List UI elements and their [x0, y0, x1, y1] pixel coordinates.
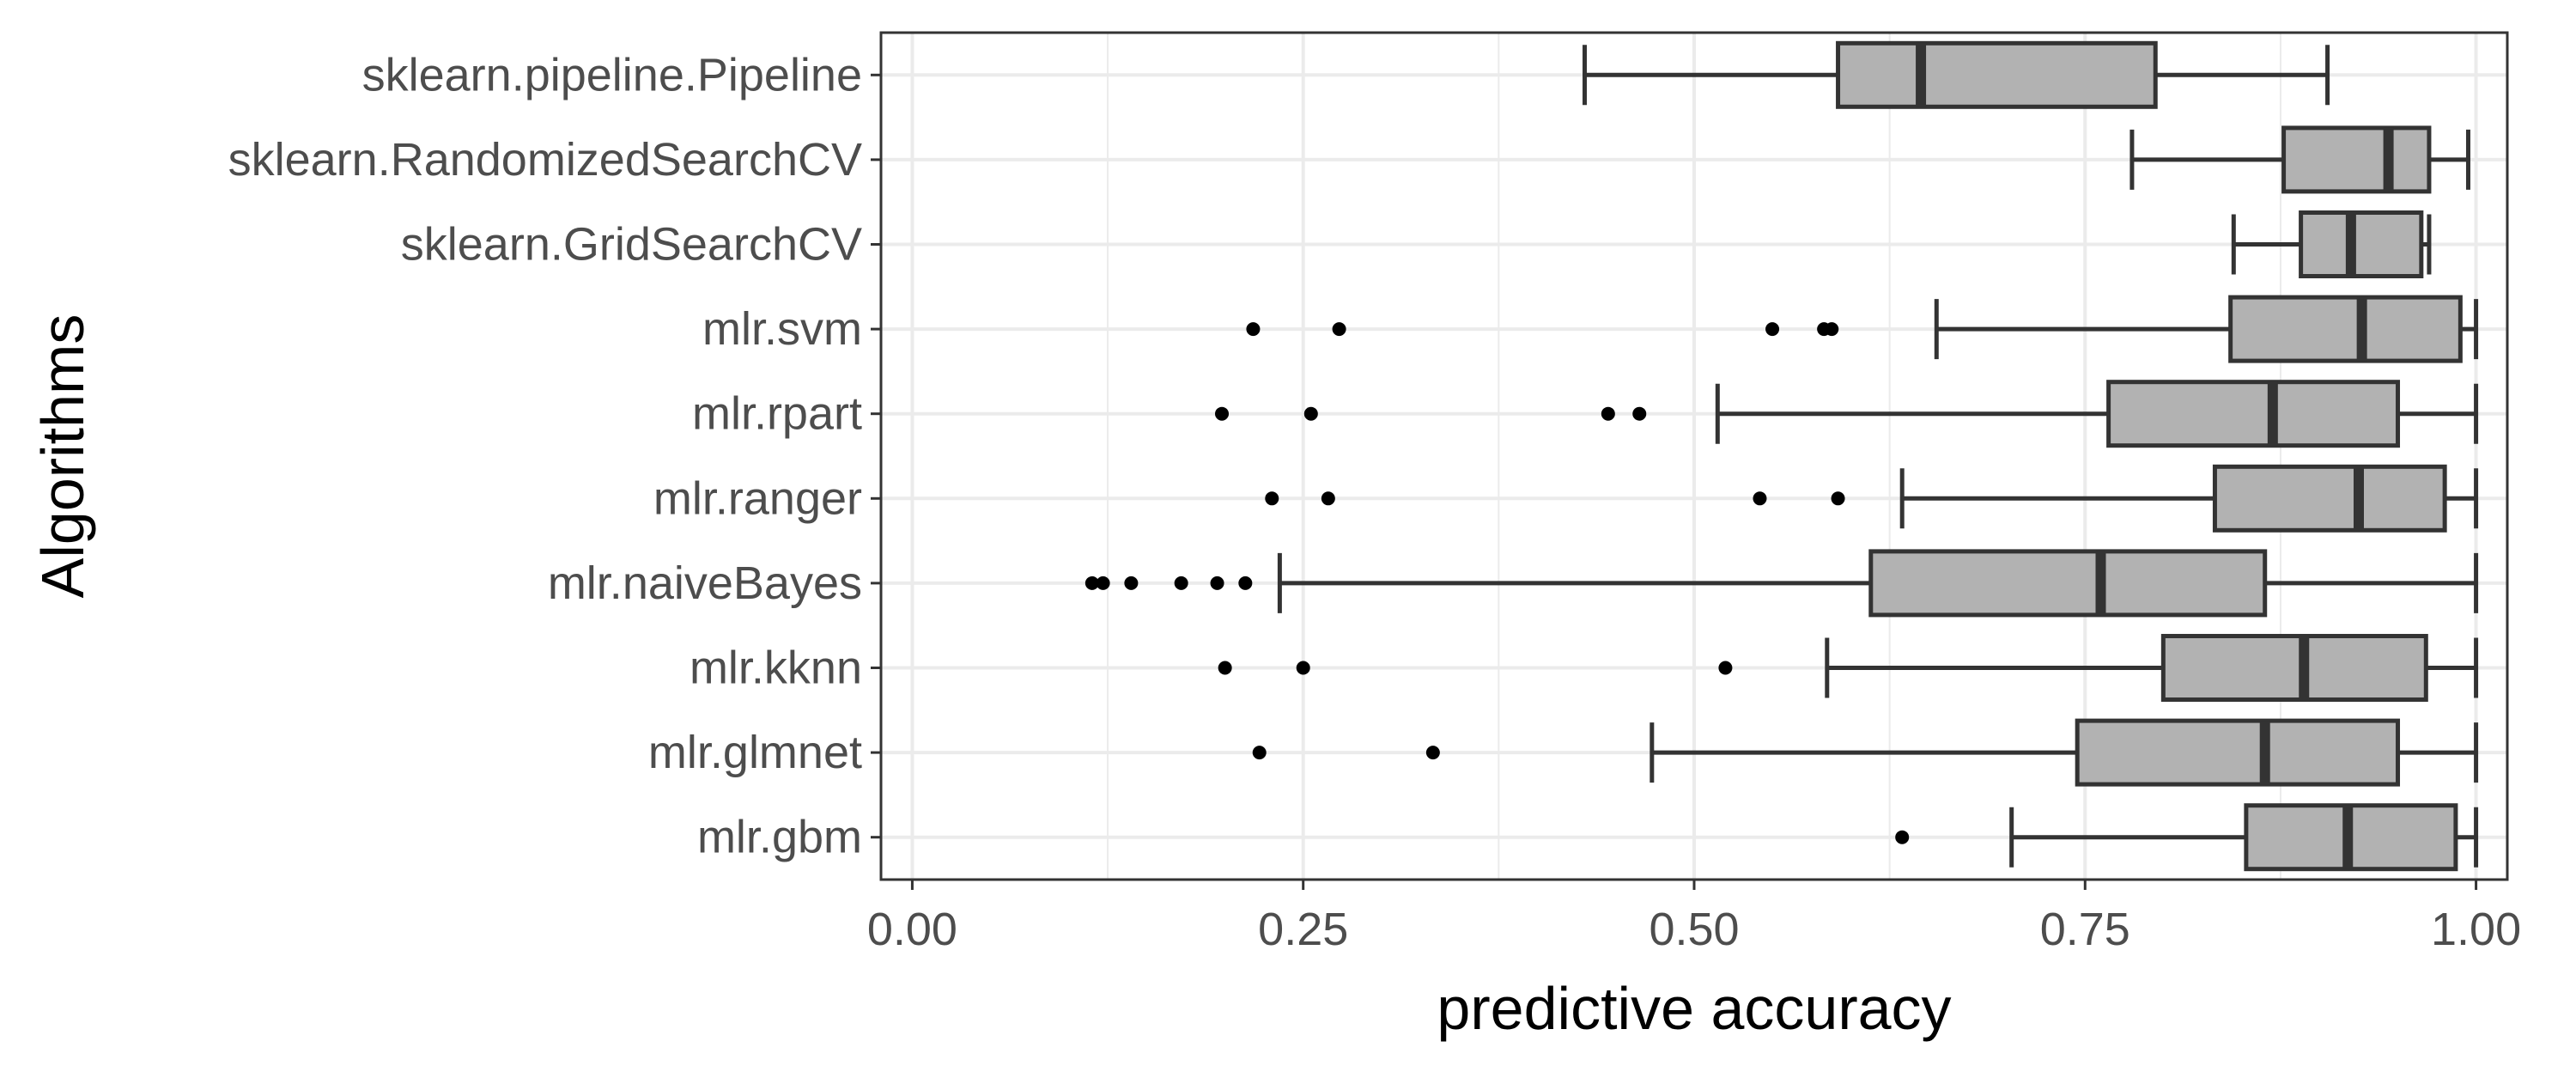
outlier-point [1252, 746, 1267, 760]
outlier-point [1124, 576, 1139, 590]
box-mlr.glmnet [1252, 718, 2479, 787]
outlier-point [1895, 830, 1910, 844]
x-axis-title: predictive accuracy [1437, 975, 1951, 1042]
outlier-point [1831, 491, 1845, 506]
y-tick-label: mlr.svm [702, 303, 862, 355]
x-tick-label: 0.25 [1258, 904, 1348, 955]
x-axis: 0.00 0.25 0.50 0.75 1.00 [867, 880, 2521, 955]
outlier-point [1332, 322, 1346, 337]
outlier-point [1303, 406, 1318, 421]
y-tick-label: sklearn.RandomizedSearchCV [228, 134, 862, 186]
outlier-point [1215, 406, 1230, 421]
outlier-point [1321, 491, 1335, 506]
iqr-box [2075, 718, 2401, 787]
iqr-box [2212, 464, 2447, 533]
outlier-point [1084, 576, 1099, 590]
iqr-box [2228, 295, 2463, 363]
y-tick-label: mlr.rpart [692, 388, 862, 440]
y-tick-label: sklearn.GridSearchCV [401, 219, 862, 271]
outlier-point [1218, 661, 1232, 675]
x-tick-label: 1.00 [2431, 904, 2521, 955]
x-tick-label: 0.00 [867, 904, 957, 955]
y-tick-label: mlr.glmnet [648, 727, 862, 778]
outlier-point [1825, 322, 1839, 337]
y-tick-label: mlr.gbm [697, 812, 862, 863]
outlier-point [1265, 491, 1279, 506]
iqr-box [2160, 634, 2428, 702]
outlier-point [1246, 322, 1261, 337]
outlier-point [1601, 406, 1615, 421]
outlier-point [1210, 576, 1224, 590]
box-mlr.naiveBayes [1084, 549, 2479, 618]
iqr-box [2106, 380, 2401, 448]
outlier-point [1238, 576, 1253, 590]
box-sklearn.pipeline.Pipeline [1583, 40, 2330, 109]
outlier-point [1765, 322, 1780, 337]
x-tick-label: 0.50 [1649, 904, 1739, 955]
iqr-box [2281, 125, 2432, 194]
box-sklearn.RandomizedSearchCV [2129, 125, 2470, 194]
outlier-point [1718, 661, 1733, 675]
outlier-point [1096, 576, 1110, 590]
outlier-point [1753, 491, 1767, 506]
y-tick-label: mlr.kknn [690, 643, 862, 694]
y-tick-label: sklearn.pipeline.Pipeline [362, 49, 862, 100]
box-mlr.ranger [1265, 464, 2479, 533]
x-tick-label: 0.75 [2040, 904, 2130, 955]
box-mlr.kknn [1218, 634, 2479, 702]
outlier-point [1632, 406, 1647, 421]
box-mlr.rpart [1215, 380, 2479, 448]
iqr-box [1836, 40, 2158, 109]
outlier-point [1296, 661, 1310, 675]
box-sklearn.GridSearchCV [2231, 210, 2432, 278]
y-axis: sklearn.pipeline.Pipeline sklearn.Randomi… [228, 49, 881, 863]
outlier-point [1174, 576, 1188, 590]
box-layer [1084, 40, 2479, 872]
iqr-box [2299, 210, 2424, 278]
y-tick-label: mlr.naiveBayes [548, 557, 862, 609]
y-tick-label: mlr.ranger [653, 472, 862, 524]
y-axis-title: Algorithms [29, 314, 96, 599]
box-mlr.gbm [1895, 803, 2479, 872]
iqr-box [1868, 549, 2268, 618]
outlier-point [1425, 746, 1440, 760]
box-mlr.svm [1246, 295, 2479, 363]
